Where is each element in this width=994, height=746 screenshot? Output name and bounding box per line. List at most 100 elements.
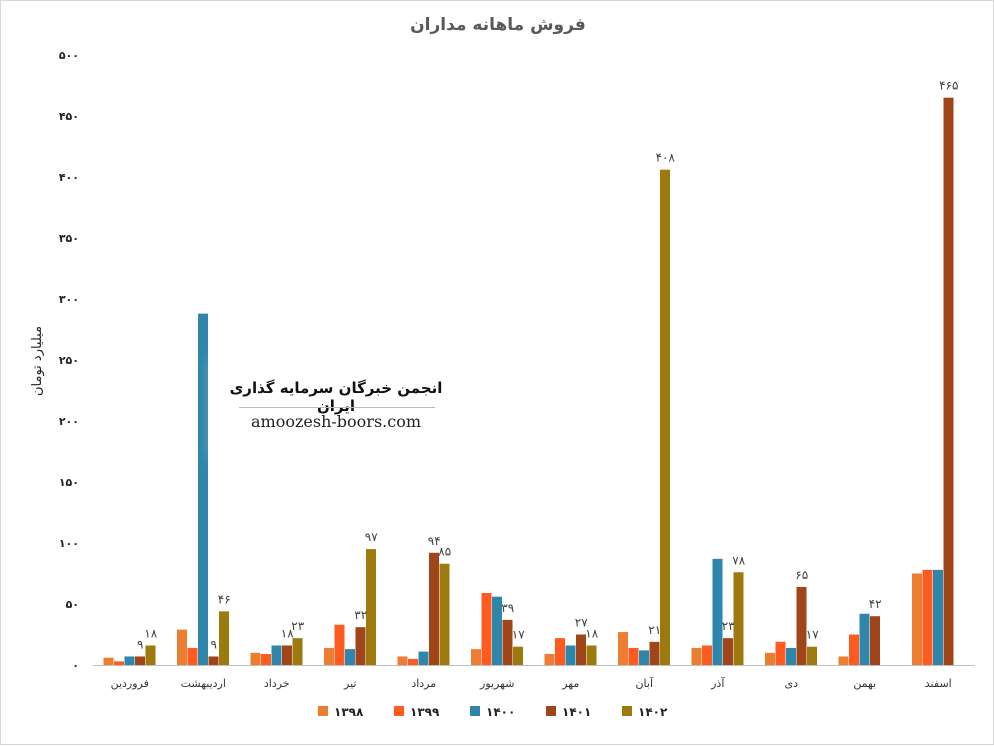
bar bbox=[628, 647, 639, 665]
bar bbox=[618, 632, 628, 665]
watermark: انجمن خبرگان سرمایه گذاری ایران amoozesh… bbox=[229, 369, 443, 447]
legend-label: ۱۴۰۱ bbox=[562, 705, 591, 719]
x-tick-label: اسفند bbox=[925, 677, 952, 690]
data-label: ۲۳ bbox=[291, 619, 304, 633]
bar bbox=[712, 558, 723, 665]
y-tick-label: ۱۰۰ bbox=[59, 537, 79, 550]
data-label: ۳۹ bbox=[501, 601, 514, 615]
bar bbox=[334, 624, 345, 665]
x-tick-label: دی bbox=[784, 677, 798, 690]
legend-label: ۱۴۰۰ bbox=[486, 705, 515, 719]
data-label: ۴۲ bbox=[869, 597, 882, 611]
data-label: ۱۷ bbox=[806, 628, 819, 642]
x-tick-label: آبان bbox=[635, 676, 653, 690]
bar bbox=[775, 641, 786, 665]
bar bbox=[786, 647, 796, 665]
data-label: ۲۱ bbox=[648, 623, 661, 637]
bar bbox=[502, 619, 513, 665]
y-tick-label: ۲۰۰ bbox=[59, 415, 79, 428]
x-tick-label: اردیبهشت bbox=[181, 677, 226, 690]
bar bbox=[933, 569, 943, 665]
y-tick-label: ۱۵۰ bbox=[59, 476, 79, 489]
bar bbox=[807, 646, 817, 665]
bar bbox=[187, 647, 198, 665]
bar bbox=[586, 645, 597, 665]
data-label: ۹ bbox=[137, 637, 143, 651]
bar bbox=[943, 97, 954, 665]
bar bbox=[481, 593, 492, 665]
x-tick-label: تیر bbox=[343, 677, 356, 690]
bar bbox=[471, 649, 481, 665]
bar bbox=[849, 634, 859, 665]
data-label: ۱۸ bbox=[144, 626, 157, 640]
watermark-title: انجمن خبرگان سرمایه گذاری ایران bbox=[229, 379, 443, 415]
y-tick-label: ۴۰۰ bbox=[59, 171, 79, 184]
bar bbox=[565, 645, 576, 665]
bar bbox=[124, 656, 135, 665]
bar bbox=[345, 649, 355, 665]
y-tick-label: ۴۵۰ bbox=[59, 110, 79, 123]
data-label: ۷۸ bbox=[732, 553, 745, 567]
bar bbox=[324, 647, 334, 665]
legend-swatch bbox=[394, 706, 404, 716]
bar bbox=[177, 629, 187, 665]
legend-label: ۱۳۹۸ bbox=[334, 705, 364, 719]
data-label: ۱۸ bbox=[281, 626, 294, 640]
y-tick-label: ۲۵۰ bbox=[59, 354, 79, 367]
y-tick-label: ۰ bbox=[72, 659, 79, 672]
bar bbox=[513, 646, 523, 665]
data-label: ۲۳ bbox=[722, 619, 735, 633]
bar bbox=[429, 552, 439, 665]
bar bbox=[282, 645, 292, 665]
x-tick-label: مهر bbox=[561, 677, 579, 690]
bar bbox=[555, 638, 565, 665]
bar bbox=[292, 638, 303, 665]
chart-title: فروش ماهانه مداران bbox=[410, 15, 586, 35]
x-tick-label: فروردین bbox=[111, 677, 149, 690]
legend-swatch bbox=[470, 706, 480, 716]
bar bbox=[492, 596, 502, 665]
bar bbox=[103, 657, 114, 665]
bar bbox=[219, 611, 229, 665]
y-tick-label: ۳۵۰ bbox=[59, 232, 79, 245]
x-tick-label: خرداد bbox=[264, 677, 290, 690]
data-label: ۱۸ bbox=[585, 626, 598, 640]
data-label: ۴۶۵ bbox=[939, 79, 958, 93]
legend-swatch bbox=[318, 706, 328, 716]
data-label: ۴۶ bbox=[218, 592, 231, 606]
bar bbox=[691, 647, 702, 665]
bar bbox=[198, 313, 208, 665]
data-label: ۶۵ bbox=[795, 568, 808, 582]
bar bbox=[870, 616, 880, 665]
y-tick-label: ۳۰۰ bbox=[59, 293, 79, 306]
bar bbox=[250, 652, 261, 665]
legend-label: ۱۳۹۹ bbox=[410, 705, 440, 719]
data-label: ۲۷ bbox=[575, 616, 588, 630]
bar bbox=[366, 549, 376, 665]
bar bbox=[261, 654, 271, 665]
bar bbox=[114, 661, 124, 665]
data-label: ۹۷ bbox=[365, 530, 378, 544]
bar bbox=[576, 634, 586, 665]
data-label: ۹۴ bbox=[428, 534, 441, 548]
bar bbox=[649, 641, 660, 665]
x-tick-label: آذر bbox=[710, 676, 725, 690]
y-tick-label: ۵۰۰ bbox=[59, 49, 79, 62]
bar bbox=[355, 627, 366, 665]
bar bbox=[702, 645, 712, 665]
bar bbox=[733, 572, 744, 665]
data-label: ۳۲ bbox=[354, 608, 367, 622]
legend-swatch bbox=[622, 706, 632, 716]
data-label: ۱۷ bbox=[512, 628, 525, 642]
bar bbox=[544, 654, 555, 665]
bar bbox=[145, 645, 156, 665]
bar bbox=[660, 169, 670, 665]
bar bbox=[397, 656, 408, 665]
watermark-url: amoozesh-boors.com bbox=[250, 412, 421, 431]
bar bbox=[838, 656, 849, 665]
bar bbox=[796, 586, 807, 665]
watermark-divider bbox=[239, 407, 435, 408]
y-tick-label: ۵۰ bbox=[66, 598, 79, 611]
data-label: ۴۰۸ bbox=[656, 151, 676, 165]
